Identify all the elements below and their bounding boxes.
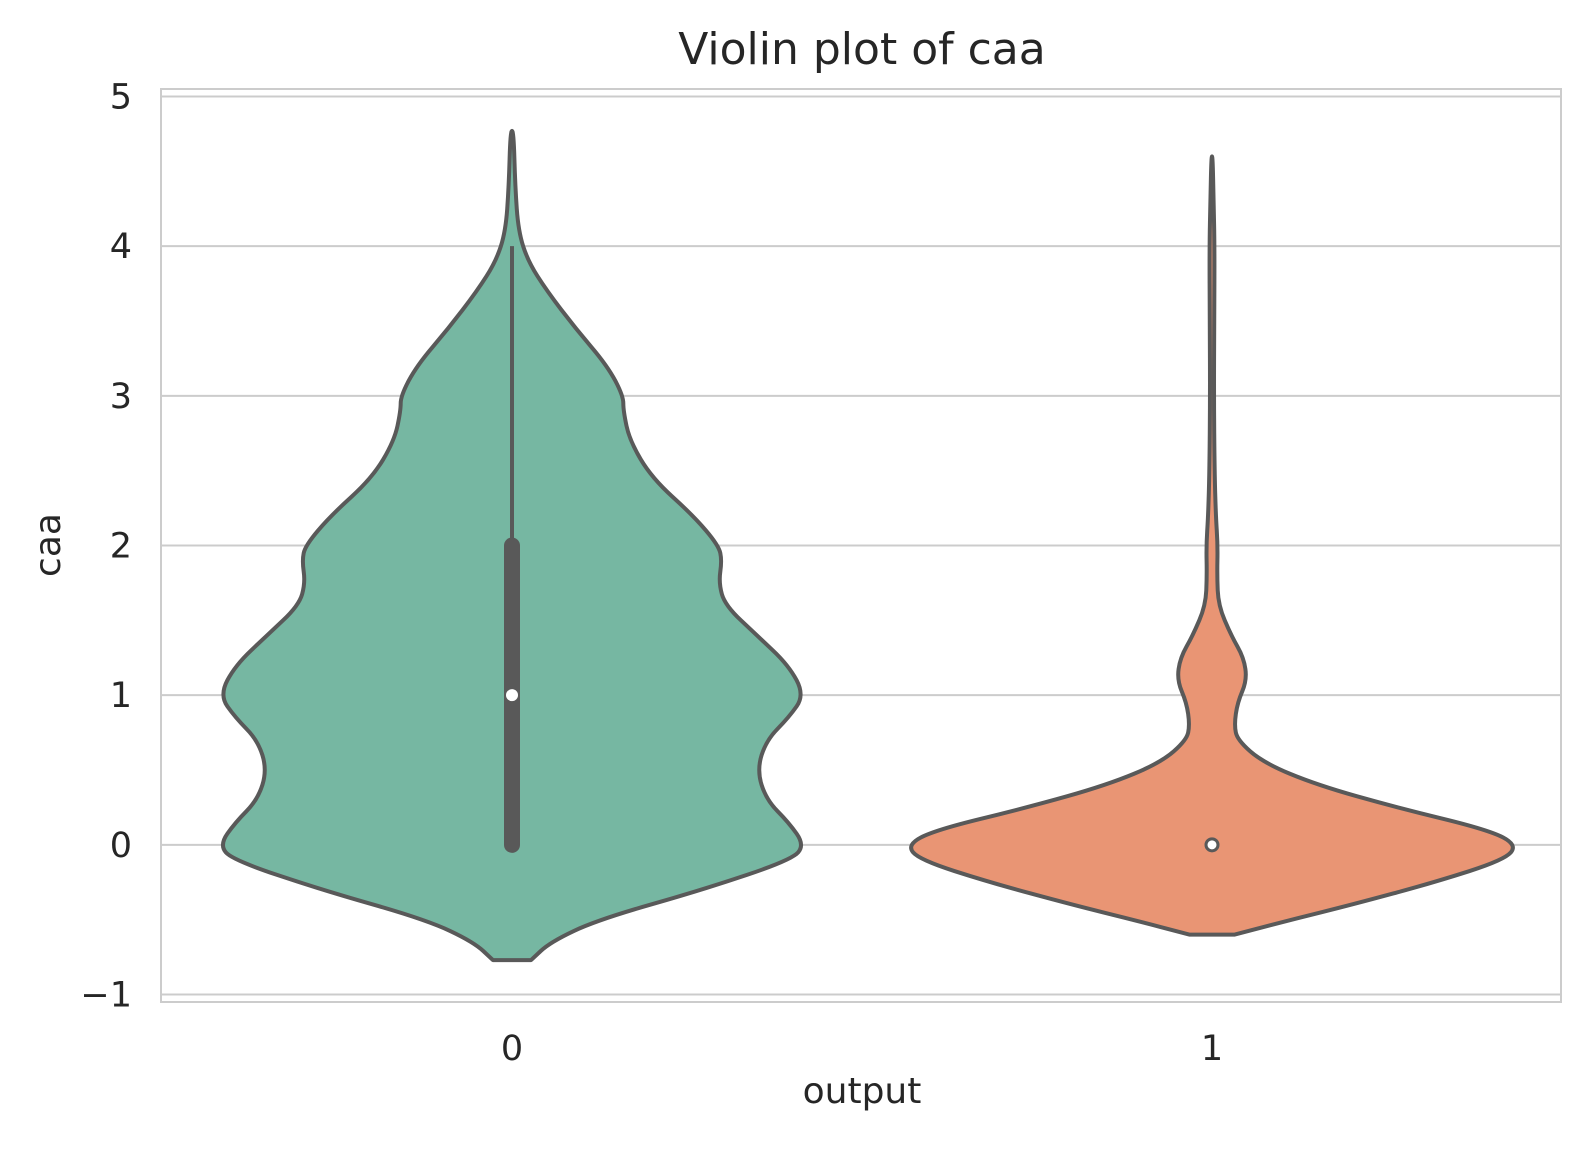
y-tick-label: 0 <box>110 826 132 866</box>
y-axis-label: caa <box>28 513 69 577</box>
violin-bodies <box>221 128 1515 963</box>
median-marker-1 <box>1204 837 1220 853</box>
x-tick-label: 1 <box>1201 1029 1223 1069</box>
median-marker-0 <box>506 689 518 702</box>
y-tick-label: 1 <box>110 676 132 716</box>
y-tick-label: 3 <box>110 377 132 417</box>
y-tick-label: −1 <box>80 976 132 1016</box>
y-tick-label: 5 <box>110 77 132 117</box>
y-tick-label: 2 <box>110 527 132 567</box>
violin-body-1 <box>909 154 1515 937</box>
tick-labels: −1 0 1 2 3 4 5 0 1 <box>80 77 1223 1069</box>
chart-title: Violin plot of caa <box>678 24 1045 75</box>
x-tick-label: 0 <box>501 1029 523 1069</box>
x-axis-label: output <box>803 1071 922 1112</box>
y-tick-label: 4 <box>110 227 132 267</box>
